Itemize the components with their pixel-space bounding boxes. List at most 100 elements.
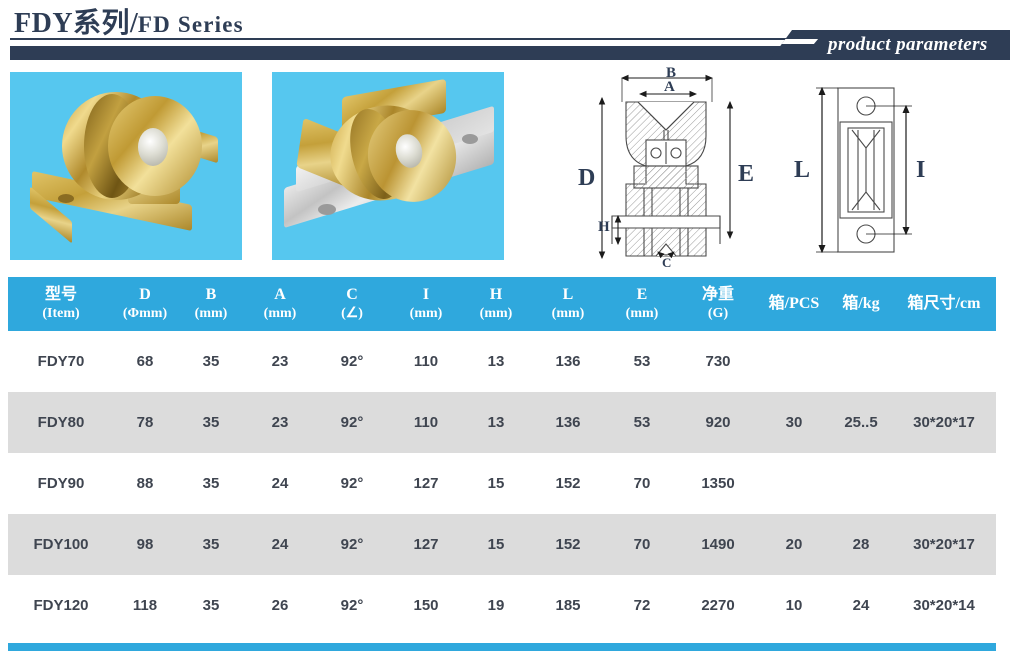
cell-a: 23 [246, 330, 314, 392]
roller-wheel-bracket-photo [10, 72, 242, 260]
cell-box-pcs [758, 330, 830, 392]
cell-h: 19 [462, 574, 530, 636]
table-row: FDY100 98 35 24 92° 127 15 152 70 1490 2… [8, 513, 996, 575]
cell-b: 35 [176, 574, 246, 636]
cell-box-pcs: 20 [758, 513, 830, 575]
col-header-l: L (mm) [530, 277, 606, 331]
cell-box-kg [830, 330, 892, 392]
dim-label-D: D [578, 165, 596, 191]
col-header-a-main: A [274, 286, 286, 303]
cell-box-size: 30*20*17 [892, 391, 996, 453]
col-header-weight: 净重 (G) [678, 277, 758, 331]
cell-d: 88 [114, 452, 176, 514]
cell-d: 78 [114, 391, 176, 453]
cell-item: FDY120 [8, 574, 114, 636]
rail-hole-right [462, 134, 478, 144]
cell-e: 53 [606, 391, 678, 453]
col-header-weight-main: 净重 [701, 286, 734, 303]
cell-e: 53 [606, 330, 678, 392]
bottom-accent-bar [8, 643, 996, 651]
cell-e: 70 [606, 513, 678, 575]
cell-l: 136 [530, 330, 606, 392]
col-header-box-size-main: 箱尺寸/cm [907, 294, 981, 312]
col-header-i-main: I [422, 286, 430, 303]
dim-label-E: E [738, 161, 755, 187]
col-header-e-sub: (mm) [625, 305, 659, 321]
cell-item: FDY70 [8, 330, 114, 392]
dim-label-I: I [916, 157, 926, 183]
cross-section-svg [598, 74, 734, 260]
col-header-c-sub: (∠) [341, 305, 363, 321]
col-header-h-sub: (mm) [479, 305, 513, 321]
col-header-b-main: B [205, 286, 217, 303]
cell-box-kg [830, 452, 892, 514]
cell-i: 127 [390, 513, 462, 575]
cell-h: 13 [462, 391, 530, 453]
cell-c: 92° [314, 391, 390, 453]
cell-l: 152 [530, 513, 606, 575]
col-header-box-kg: 箱/kg [830, 277, 892, 331]
table-row: FDY80 78 35 23 92° 110 13 136 53 920 30 … [8, 391, 996, 453]
dim-label-A: A [664, 79, 675, 95]
col-header-a: A (mm) [246, 277, 314, 331]
cell-a: 26 [246, 574, 314, 636]
page-title: FDY系列/FD Series [14, 1, 244, 41]
cell-c: 92° [314, 513, 390, 575]
cell-weight: 730 [678, 330, 758, 392]
cell-l: 136 [530, 391, 606, 453]
cell-i: 110 [390, 391, 462, 453]
cell-weight: 2270 [678, 574, 758, 636]
table-row: FDY90 88 35 24 92° 127 15 152 70 1350 [8, 452, 996, 514]
cell-box-pcs: 30 [758, 391, 830, 453]
table-row: FDY70 68 35 23 92° 110 13 136 53 730 [8, 330, 996, 392]
col-header-l-sub: (mm) [551, 305, 585, 321]
divider-thin-rule [10, 38, 1000, 40]
cell-box-kg: 25..5 [830, 391, 892, 453]
cell-l: 185 [530, 574, 606, 636]
col-header-b: B (mm) [176, 277, 246, 331]
roller-wheel-on-rail-photo [272, 72, 504, 260]
front-view-svg [816, 86, 912, 254]
col-header-h-main: H [489, 286, 503, 303]
cell-box-size: 30*20*14 [892, 574, 996, 636]
col-header-c: C (∠) [314, 277, 390, 331]
cell-item: FDY90 [8, 452, 114, 514]
dim-label-B: B [666, 65, 677, 81]
cell-item: FDY100 [8, 513, 114, 575]
col-header-i-sub: (mm) [409, 305, 443, 321]
col-header-d-sub: (Φmm) [122, 305, 168, 321]
col-header-h: H (mm) [462, 277, 530, 331]
cell-h: 15 [462, 452, 530, 514]
col-header-item-sub: (Item) [42, 305, 80, 321]
cell-weight: 920 [678, 391, 758, 453]
cell-l: 152 [530, 452, 606, 514]
cell-h: 13 [462, 330, 530, 392]
cell-b: 35 [176, 513, 246, 575]
cell-b: 35 [176, 452, 246, 514]
col-header-i: I (mm) [390, 277, 462, 331]
cell-weight: 1490 [678, 513, 758, 575]
cell-d: 118 [114, 574, 176, 636]
cell-b: 35 [176, 391, 246, 453]
col-header-box-pcs: 箱/PCS [758, 277, 830, 331]
dim-label-L: L [794, 157, 811, 183]
col-header-box-size: 箱尺寸/cm [892, 277, 996, 331]
cell-d: 68 [114, 330, 176, 392]
page-title-separator: / [130, 8, 138, 39]
table-header-row: 型号 (Item) D (Φmm) B (mm) A (mm) C (∠) [8, 277, 996, 331]
col-header-l-main: L [562, 286, 574, 303]
col-header-d-main: D [139, 286, 151, 303]
cell-d: 98 [114, 513, 176, 575]
divider-thick-bar [10, 46, 1000, 60]
cell-e: 72 [606, 574, 678, 636]
col-header-a-sub: (mm) [263, 305, 297, 321]
cell-box-size [892, 452, 996, 514]
page-title-cn: FDY系列 [14, 8, 131, 39]
front-view-drawing: L I [792, 66, 952, 266]
col-header-weight-sub: (G) [707, 305, 729, 321]
cell-e: 70 [606, 452, 678, 514]
product-parameters-banner: product parameters [770, 30, 1010, 60]
cell-box-pcs: 10 [758, 574, 830, 636]
cell-i: 150 [390, 574, 462, 636]
cell-box-kg: 24 [830, 574, 892, 636]
